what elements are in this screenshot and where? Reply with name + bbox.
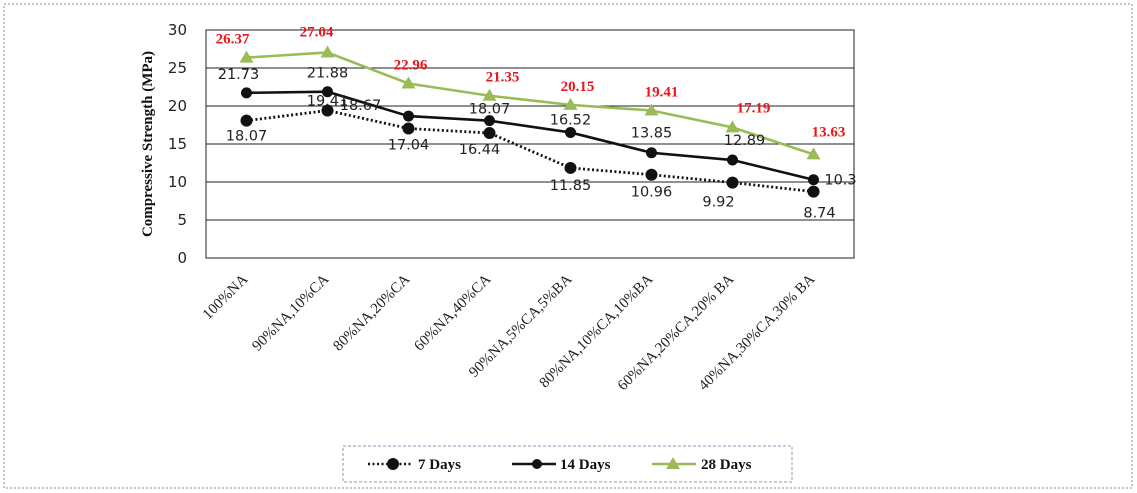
x-axis-ticks: 100%NA90%NA,10%CA80%NA,20%CA60%NA,40%CA9… — [200, 271, 819, 394]
series-marker — [403, 111, 414, 122]
series-marker — [241, 87, 252, 98]
data-label: 16.52 — [550, 112, 592, 128]
data-label: 21.35 — [486, 70, 520, 86]
x-tick-label: 90%NA,10%CA — [249, 271, 332, 354]
data-label: 17.04 — [388, 137, 430, 153]
data-label: 18.07 — [226, 129, 268, 145]
data-label: 13.85 — [631, 126, 673, 142]
y-axis-label: Compressive Strength (MPa) — [140, 51, 156, 237]
y-tick-label: 10 — [168, 173, 187, 191]
data-label: 21.73 — [218, 67, 260, 83]
x-tick-label: 100%NA — [200, 271, 251, 322]
legend-7days-marker — [387, 458, 399, 470]
series-marker — [403, 122, 415, 134]
legend-7days-label: 7 Days — [418, 457, 461, 473]
series-marker — [808, 186, 820, 198]
series-marker — [727, 155, 738, 166]
x-tick-label: 60%NA,40%CA — [411, 271, 494, 354]
y-tick-label: 5 — [177, 211, 187, 229]
data-label: 20.15 — [561, 79, 595, 95]
y-tick-label: 15 — [168, 135, 187, 153]
series-marker — [727, 177, 739, 189]
data-label: 9.92 — [702, 195, 734, 211]
x-tick-label: 80%NA,20%CA — [330, 271, 413, 354]
data-label: 21.88 — [307, 66, 349, 82]
data-label: 26.37 — [216, 32, 250, 48]
data-label: 19.41 — [645, 84, 679, 100]
legend-14days-label: 14 Days — [560, 457, 611, 473]
legend-14days-marker — [532, 459, 542, 469]
data-label: 27.04 — [300, 24, 334, 40]
data-label: 22.96 — [394, 58, 428, 74]
y-tick-label: 0 — [177, 249, 187, 267]
series-marker — [484, 127, 496, 139]
data-label: 10.96 — [631, 185, 673, 201]
data-label: 18.67 — [340, 98, 382, 114]
data-label: 10.3 — [824, 173, 856, 189]
data-label: 12.89 — [724, 133, 766, 149]
data-label: 13.63 — [812, 124, 846, 140]
y-axis-ticks: 0 5 10 15 20 25 30 — [168, 21, 187, 267]
series-marker — [565, 127, 576, 138]
y-tick-label: 25 — [168, 59, 187, 77]
legend-28days-label: 28 Days — [701, 457, 752, 473]
series-marker — [646, 169, 658, 181]
series-marker — [646, 147, 657, 158]
series-marker — [565, 162, 577, 174]
data-label: 16.44 — [459, 142, 501, 158]
data-label: 18.07 — [469, 102, 511, 118]
y-tick-label: 30 — [168, 21, 187, 39]
series-marker — [808, 174, 819, 185]
y-tick-label: 20 — [168, 97, 187, 115]
data-label: 11.85 — [550, 178, 592, 194]
series-marker — [241, 115, 253, 127]
legend: 7 Days 14 Days 28 Days — [343, 446, 792, 482]
data-label: 17.19 — [737, 100, 771, 116]
data-label: 8.74 — [803, 206, 835, 222]
